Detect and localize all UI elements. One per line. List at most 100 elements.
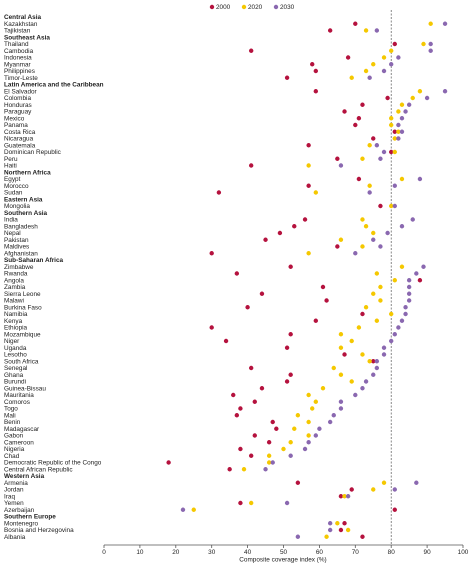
dot <box>392 487 397 492</box>
dot <box>414 480 419 485</box>
dot <box>166 460 171 465</box>
dot <box>442 89 448 94</box>
dot <box>248 48 254 53</box>
dot <box>396 122 401 128</box>
dot <box>406 298 412 303</box>
dot <box>281 446 286 452</box>
dot <box>363 224 369 229</box>
dot <box>313 433 319 438</box>
dot <box>238 446 243 452</box>
dot <box>306 163 311 168</box>
dot <box>295 413 301 418</box>
y-tick-label: Armenia <box>4 480 28 487</box>
dot <box>367 190 372 195</box>
dot <box>313 89 319 94</box>
y-tick-label: Angola <box>4 277 24 284</box>
dot <box>399 224 405 229</box>
dot <box>284 75 290 80</box>
dot <box>367 183 372 188</box>
dot <box>363 305 369 310</box>
x-tick-label: 30 <box>208 549 216 556</box>
dot <box>381 68 387 74</box>
y-tick-label: Sudan <box>4 190 23 197</box>
dot <box>367 143 372 148</box>
y-tick-label: Mozambique <box>4 331 41 338</box>
dot <box>324 534 329 539</box>
dot <box>353 122 358 128</box>
dot <box>306 440 311 445</box>
dot <box>424 95 430 101</box>
dot <box>284 500 290 506</box>
dot <box>306 392 311 398</box>
dot <box>288 264 293 269</box>
dot <box>371 487 376 492</box>
dot <box>406 291 412 296</box>
legend-label: 2020 <box>248 4 263 11</box>
y-tick-label: Kazakhstan <box>4 21 38 28</box>
dot <box>234 413 240 418</box>
dot <box>399 264 405 269</box>
dot <box>327 521 333 526</box>
dot <box>406 102 412 107</box>
y-tick-label: Central African Republic <box>4 466 73 473</box>
dot <box>338 527 344 533</box>
dot <box>266 440 272 445</box>
dot <box>353 251 358 256</box>
dot <box>406 278 412 283</box>
dot <box>277 230 283 236</box>
dot <box>349 338 354 344</box>
dot <box>428 48 433 53</box>
dot <box>248 453 254 458</box>
dot <box>338 345 344 350</box>
dot <box>442 21 448 26</box>
dot <box>371 62 376 67</box>
group-label: Sub-Saharan Africa <box>4 257 64 264</box>
dot <box>428 41 433 47</box>
dot <box>345 55 351 60</box>
dot <box>331 365 336 371</box>
dot <box>389 338 394 344</box>
y-tick-label: Lesotho <box>4 352 27 359</box>
dot <box>392 332 397 337</box>
dot <box>331 413 336 418</box>
group-label: Western Asia <box>4 473 45 480</box>
dot <box>399 176 405 182</box>
dot <box>356 176 362 182</box>
y-tick-label: Malawi <box>4 298 24 305</box>
dot <box>392 41 397 47</box>
dot <box>209 251 214 256</box>
y-tick-label: Bosnia and Herzegovina <box>4 527 74 534</box>
dot <box>371 237 376 242</box>
dot <box>284 379 290 384</box>
y-tick-label: Dominican Republic <box>4 149 62 156</box>
x-tick-label: 0 <box>102 549 106 556</box>
dot <box>378 244 383 249</box>
dot <box>320 284 326 290</box>
y-tick-label: Nigeria <box>4 446 25 453</box>
dot <box>417 89 423 94</box>
dot <box>389 116 394 121</box>
dot <box>266 453 272 458</box>
y-tick-label: Zimbabwe <box>4 264 34 271</box>
dot <box>417 176 423 182</box>
dot <box>356 116 362 121</box>
y-tick-label: Mongolia <box>4 203 30 210</box>
dot <box>338 494 344 499</box>
dot <box>360 352 365 357</box>
y-tick-label: South Africa <box>4 358 39 365</box>
dot <box>306 251 311 256</box>
dot <box>248 163 254 168</box>
y-tick-label: Comoros <box>4 399 30 406</box>
y-tick-label: Niger <box>4 338 20 345</box>
x-tick-label: 20 <box>172 549 180 556</box>
dot <box>191 507 196 512</box>
y-tick-label: Mali <box>4 412 16 419</box>
dot <box>349 379 354 384</box>
dot <box>389 203 394 209</box>
dot <box>399 102 405 107</box>
dot <box>356 325 362 330</box>
dot <box>392 149 397 155</box>
y-tick-label: India <box>4 217 18 224</box>
dot <box>338 163 344 168</box>
